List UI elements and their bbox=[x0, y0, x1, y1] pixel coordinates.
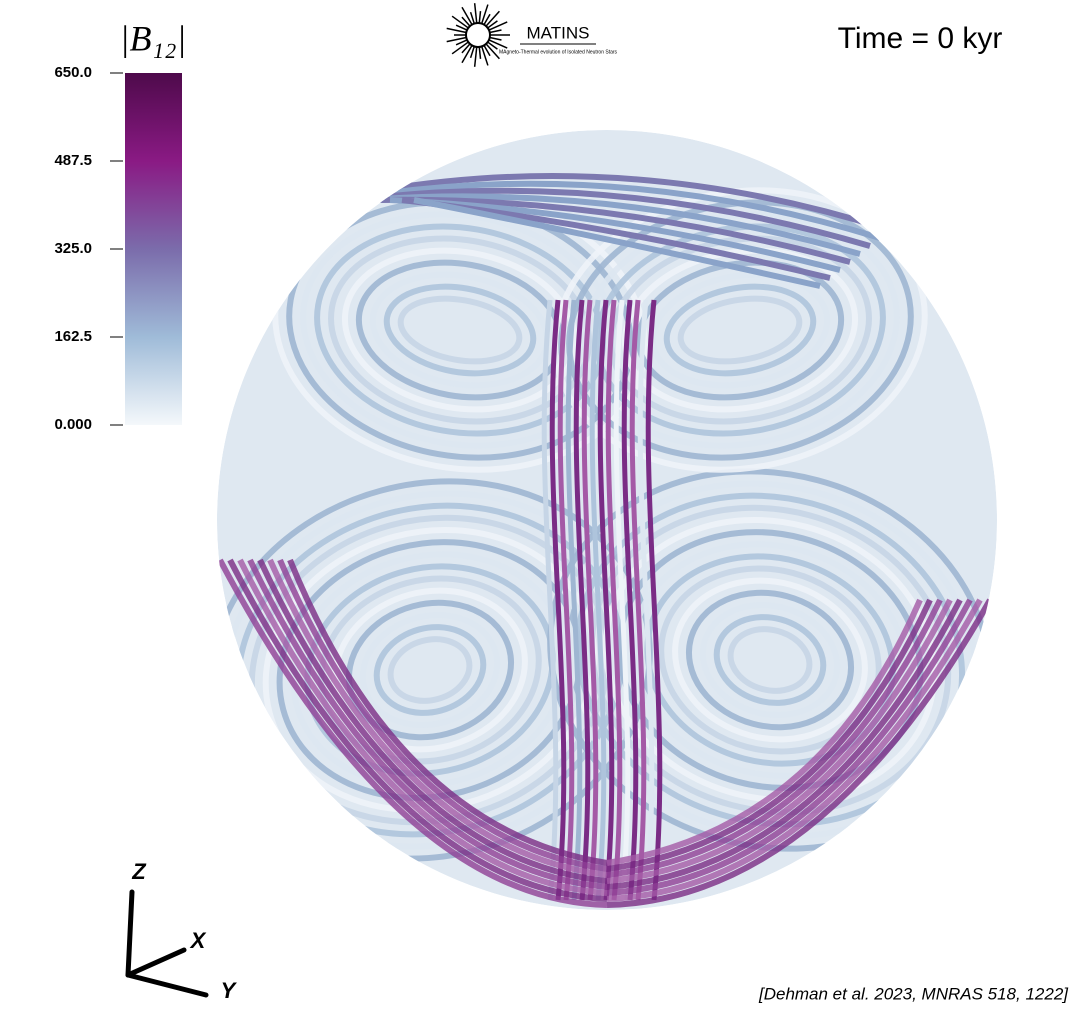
axis-x: X bbox=[189, 928, 207, 953]
axis-z: Z bbox=[131, 859, 147, 884]
field-render bbox=[217, 130, 997, 910]
logo: MATINS MAgneto-Thermal evolution of Isol… bbox=[446, 3, 618, 67]
tick-label: 650.0 bbox=[54, 64, 92, 81]
logo-subtitle: MAgneto-Thermal evolution of Isolated Ne… bbox=[499, 49, 618, 55]
time-label: Time = 0 kyr bbox=[838, 22, 1003, 55]
tick-label: 325.0 bbox=[54, 240, 92, 257]
citation: [Dehman et al. 2023, MNRAS 518, 1222] bbox=[758, 984, 1069, 1003]
tick-label: 487.5 bbox=[54, 152, 92, 169]
tick-label: 0.000 bbox=[54, 416, 92, 433]
logo-name: MATINS bbox=[527, 23, 590, 42]
tick-label: 162.5 bbox=[54, 328, 92, 345]
colorbar-title: |B₁₂| bbox=[120, 18, 187, 58]
axes-triad bbox=[125, 889, 209, 998]
colorbar bbox=[125, 73, 182, 425]
axis-y: Y bbox=[221, 978, 238, 1003]
